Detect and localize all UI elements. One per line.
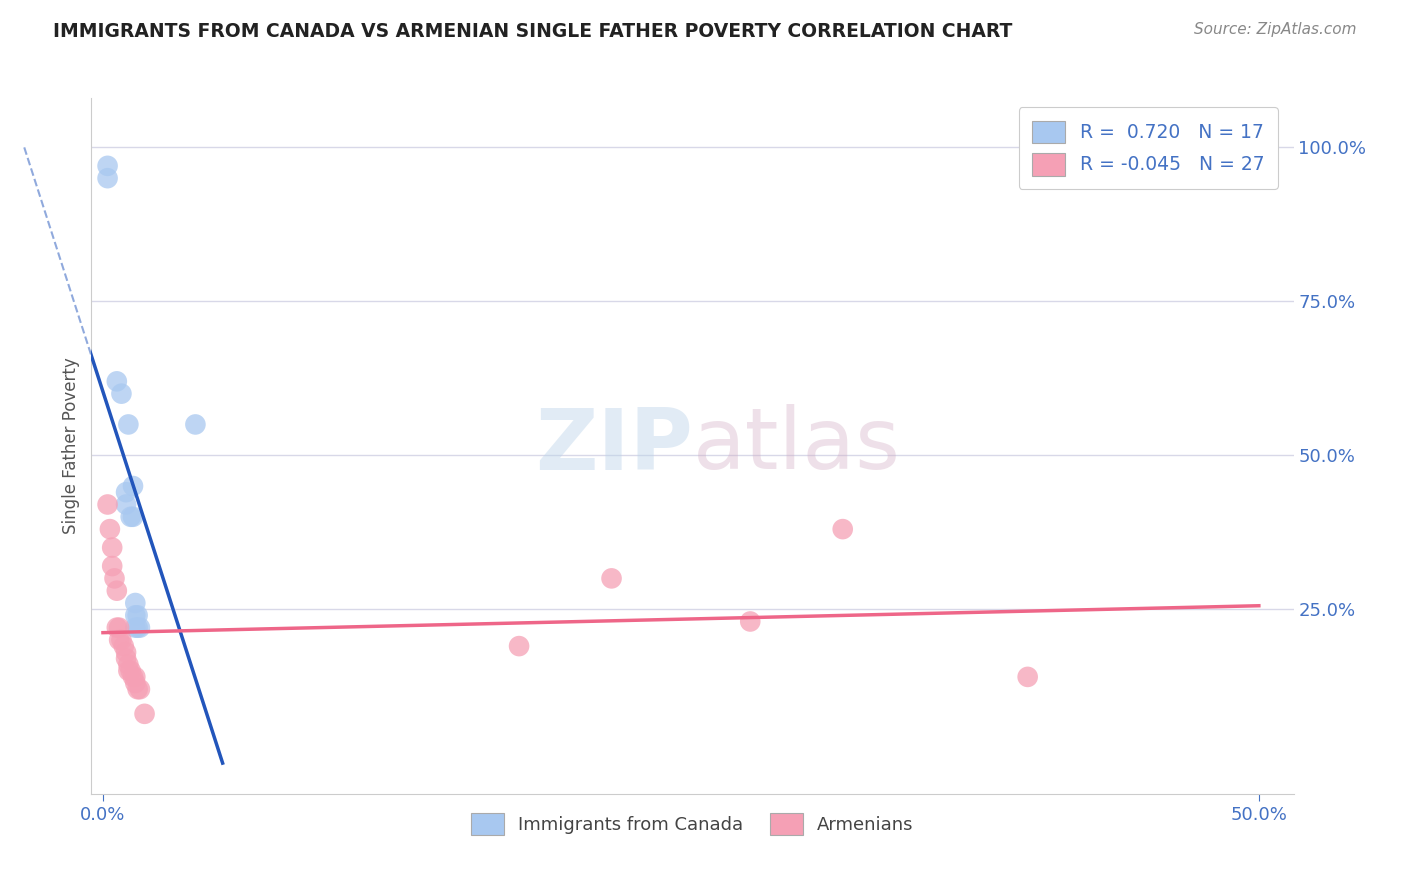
Point <box>127 608 149 623</box>
Point <box>120 509 142 524</box>
Point <box>122 670 145 684</box>
Point <box>105 583 128 598</box>
Point <box>124 608 146 623</box>
Point <box>124 670 146 684</box>
Point <box>101 541 124 555</box>
Point <box>110 386 132 401</box>
Point <box>129 621 152 635</box>
Point <box>115 651 138 665</box>
Y-axis label: Single Father Poverty: Single Father Poverty <box>62 358 80 534</box>
Point <box>120 664 142 678</box>
Point <box>105 621 128 635</box>
Point <box>129 682 152 697</box>
Point <box>117 657 139 672</box>
Point <box>124 676 146 690</box>
Point <box>115 645 138 659</box>
Legend: Immigrants from Canada, Armenians: Immigrants from Canada, Armenians <box>458 800 927 847</box>
Point <box>740 615 762 629</box>
Point <box>117 417 139 432</box>
Point <box>105 375 128 389</box>
Point <box>124 621 146 635</box>
Point <box>108 632 131 647</box>
Text: IMMIGRANTS FROM CANADA VS ARMENIAN SINGLE FATHER POVERTY CORRELATION CHART: IMMIGRANTS FROM CANADA VS ARMENIAN SINGL… <box>53 22 1012 41</box>
Point <box>103 571 125 585</box>
Point <box>97 159 120 173</box>
Point <box>112 639 135 653</box>
Point <box>115 485 138 500</box>
Point <box>1017 670 1039 684</box>
Point <box>110 632 132 647</box>
Text: Source: ZipAtlas.com: Source: ZipAtlas.com <box>1194 22 1357 37</box>
Point <box>108 621 131 635</box>
Point <box>134 706 156 721</box>
Point <box>124 596 146 610</box>
Point <box>127 682 149 697</box>
Point <box>97 498 120 512</box>
Point <box>122 479 145 493</box>
Point <box>600 571 623 585</box>
Point <box>127 621 149 635</box>
Text: atlas: atlas <box>692 404 900 488</box>
Point <box>117 664 139 678</box>
Point <box>508 639 530 653</box>
Point <box>97 171 120 186</box>
Point <box>122 509 145 524</box>
Point <box>184 417 207 432</box>
Text: ZIP: ZIP <box>534 404 692 488</box>
Point <box>831 522 853 536</box>
Point <box>101 559 124 574</box>
Point <box>115 498 138 512</box>
Point <box>98 522 121 536</box>
